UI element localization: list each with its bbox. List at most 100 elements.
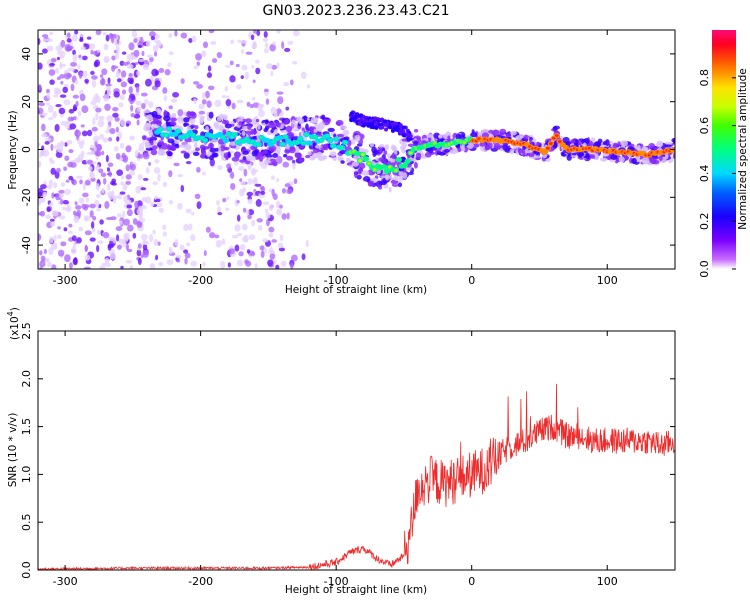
- spectrogram-band-point: [263, 127, 269, 133]
- spectrogram-noise-point: [114, 146, 119, 152]
- spectrogram-noise-point: [101, 77, 105, 86]
- spectrogram-noise-point: [121, 51, 127, 55]
- spectrogram-noise-point: [241, 64, 248, 71]
- spectrogram-noise-point: [55, 151, 63, 159]
- spectrogram-ridge-point: [362, 156, 370, 162]
- spectrogram-noise-point: [228, 248, 235, 255]
- spectrogram-noise-point: [146, 54, 154, 58]
- spectrogram-band-point: [167, 151, 173, 157]
- spectrogram-band-point: [407, 143, 415, 147]
- spectrogram-noise-point: [133, 49, 140, 57]
- spectrogram-noise-point: [59, 74, 65, 79]
- spectrogram-noise-point: [44, 140, 50, 145]
- spectrogram-noise-point: [89, 172, 96, 179]
- spectrogram-band-point: [289, 145, 295, 152]
- spectrogram-noise-point: [221, 94, 227, 99]
- spectrogram-noise-point: [73, 106, 78, 111]
- spectrogram-noise-point: [285, 106, 290, 111]
- spectrogram-noise-point: [268, 232, 274, 238]
- spectrogram-noise-point: [271, 64, 278, 70]
- spectrogram-noise-point: [252, 96, 256, 101]
- spectrogram-noise-point: [198, 110, 206, 115]
- spectrogram-ridge-point: [383, 168, 391, 174]
- spectrogram-band-point: [656, 142, 663, 148]
- spectrogram-noise-point: [72, 49, 76, 56]
- spectrogram-noise-point: [92, 227, 96, 233]
- spectrogram-noise-point: [136, 249, 142, 257]
- spectrogram-noise-point: [280, 260, 287, 267]
- spectrogram-noise-point: [128, 86, 133, 94]
- spectrogram-noise-point: [202, 41, 209, 49]
- snr-x-label: Height of straight line (km): [285, 584, 427, 596]
- spectrogram-noise-point: [269, 246, 274, 254]
- spectrogram-noise-point: [196, 83, 203, 89]
- spectrogram-band-point: [171, 112, 177, 120]
- spectrogram-noise-point: [152, 181, 158, 186]
- spectrogram-noise-point: [276, 30, 281, 34]
- spectrogram-ridge-core: [232, 133, 237, 136]
- spectrogram-band-point: [536, 141, 540, 147]
- snr-panel: -300 -200 -100 0 100 0.0 0.5 1.0 1.5 2.0 2.5 Heig…: [6, 307, 676, 596]
- spectrogram-noise-point: [142, 243, 148, 251]
- spectrogram-noise-point: [255, 59, 260, 64]
- spectrogram-ridge-core: [301, 141, 306, 145]
- spectrogram-band-point: [340, 125, 348, 130]
- spectrogram-noise-point: [51, 264, 57, 269]
- spectrogram-noise-point: [132, 218, 138, 225]
- spectrogram-noise-point: [47, 104, 54, 113]
- spectrogram-ridge-core: [304, 133, 309, 136]
- spectrogram-noise-point: [247, 162, 252, 171]
- spectrogram-ridge-core: [298, 137, 303, 140]
- spectrogram-band-point: [388, 186, 392, 193]
- spectrogram-noise-point: [225, 99, 232, 107]
- spectrogram-noise-point: [38, 200, 41, 206]
- spectrogram-branch-point: [374, 120, 379, 125]
- spectrogram-band-point: [287, 133, 293, 137]
- spectrogram-noise-point: [300, 71, 307, 80]
- spectrogram-noise-point: [83, 216, 89, 222]
- spectrogram-noise-point: [78, 197, 85, 204]
- spectrogram-band-point: [150, 120, 157, 125]
- spectrogram-noise-point: [86, 129, 93, 137]
- spectrogram-band-point: [363, 175, 371, 182]
- spectrogram-noise-point: [133, 38, 138, 44]
- spectrogram-noise-point: [149, 31, 156, 38]
- spectrogram-band-point: [184, 143, 192, 151]
- spectrogram-noise-point: [138, 58, 145, 63]
- spectrogram-band-point: [264, 119, 269, 125]
- spectrogram-band-point: [272, 153, 278, 158]
- spectrogram-noise-point: [141, 233, 148, 241]
- snr-y-label: SNR (10 * v/v): [7, 413, 19, 488]
- spectrogram-noise-point: [129, 265, 134, 269]
- spectrogram-band-point: [378, 157, 385, 162]
- spectrogram-noise-point: [251, 178, 257, 185]
- spectrogram-noise-point: [79, 93, 86, 102]
- spectrogram-noise-point: [205, 226, 211, 233]
- spectrogram-noise-point: [241, 39, 248, 44]
- spectrogram-noise-point: [167, 62, 172, 68]
- spectrogram-noise-point: [43, 248, 47, 255]
- spectrogram-ridge-point: [541, 149, 549, 155]
- spectrogram-noise-point: [115, 226, 123, 232]
- spectrogram-noise-point: [95, 112, 99, 121]
- spectrogram-noise-point: [82, 192, 89, 198]
- spectrogram-noise-point: [55, 88, 62, 95]
- spectrogram-noise-point: [154, 159, 160, 164]
- colorbar-tick-label: 0.0: [698, 260, 711, 278]
- spectrogram-noise-point: [154, 80, 161, 88]
- spectrogram-band-point: [163, 115, 171, 122]
- spectrogram-noise-point: [103, 43, 109, 51]
- spectrogram-ridge-core: [367, 162, 371, 165]
- spectrogram-band-point: [658, 155, 663, 161]
- spectrogram-noise-point: [90, 49, 94, 55]
- spectrogram-noise-point: [65, 179, 70, 183]
- spectrogram-noise-point: [84, 179, 91, 186]
- spectrogram-noise-point: [40, 184, 47, 190]
- spectrogram-noise-point: [217, 212, 223, 216]
- spectrogram-noise-point: [276, 108, 282, 114]
- spectrogram-noise-point: [121, 175, 125, 180]
- spectrogram-y-tick-label: 40: [20, 47, 33, 61]
- spectrogram-noise-point: [267, 259, 274, 267]
- spectrogram-noise-point: [123, 218, 130, 226]
- spectrogram-noise-point: [50, 58, 57, 63]
